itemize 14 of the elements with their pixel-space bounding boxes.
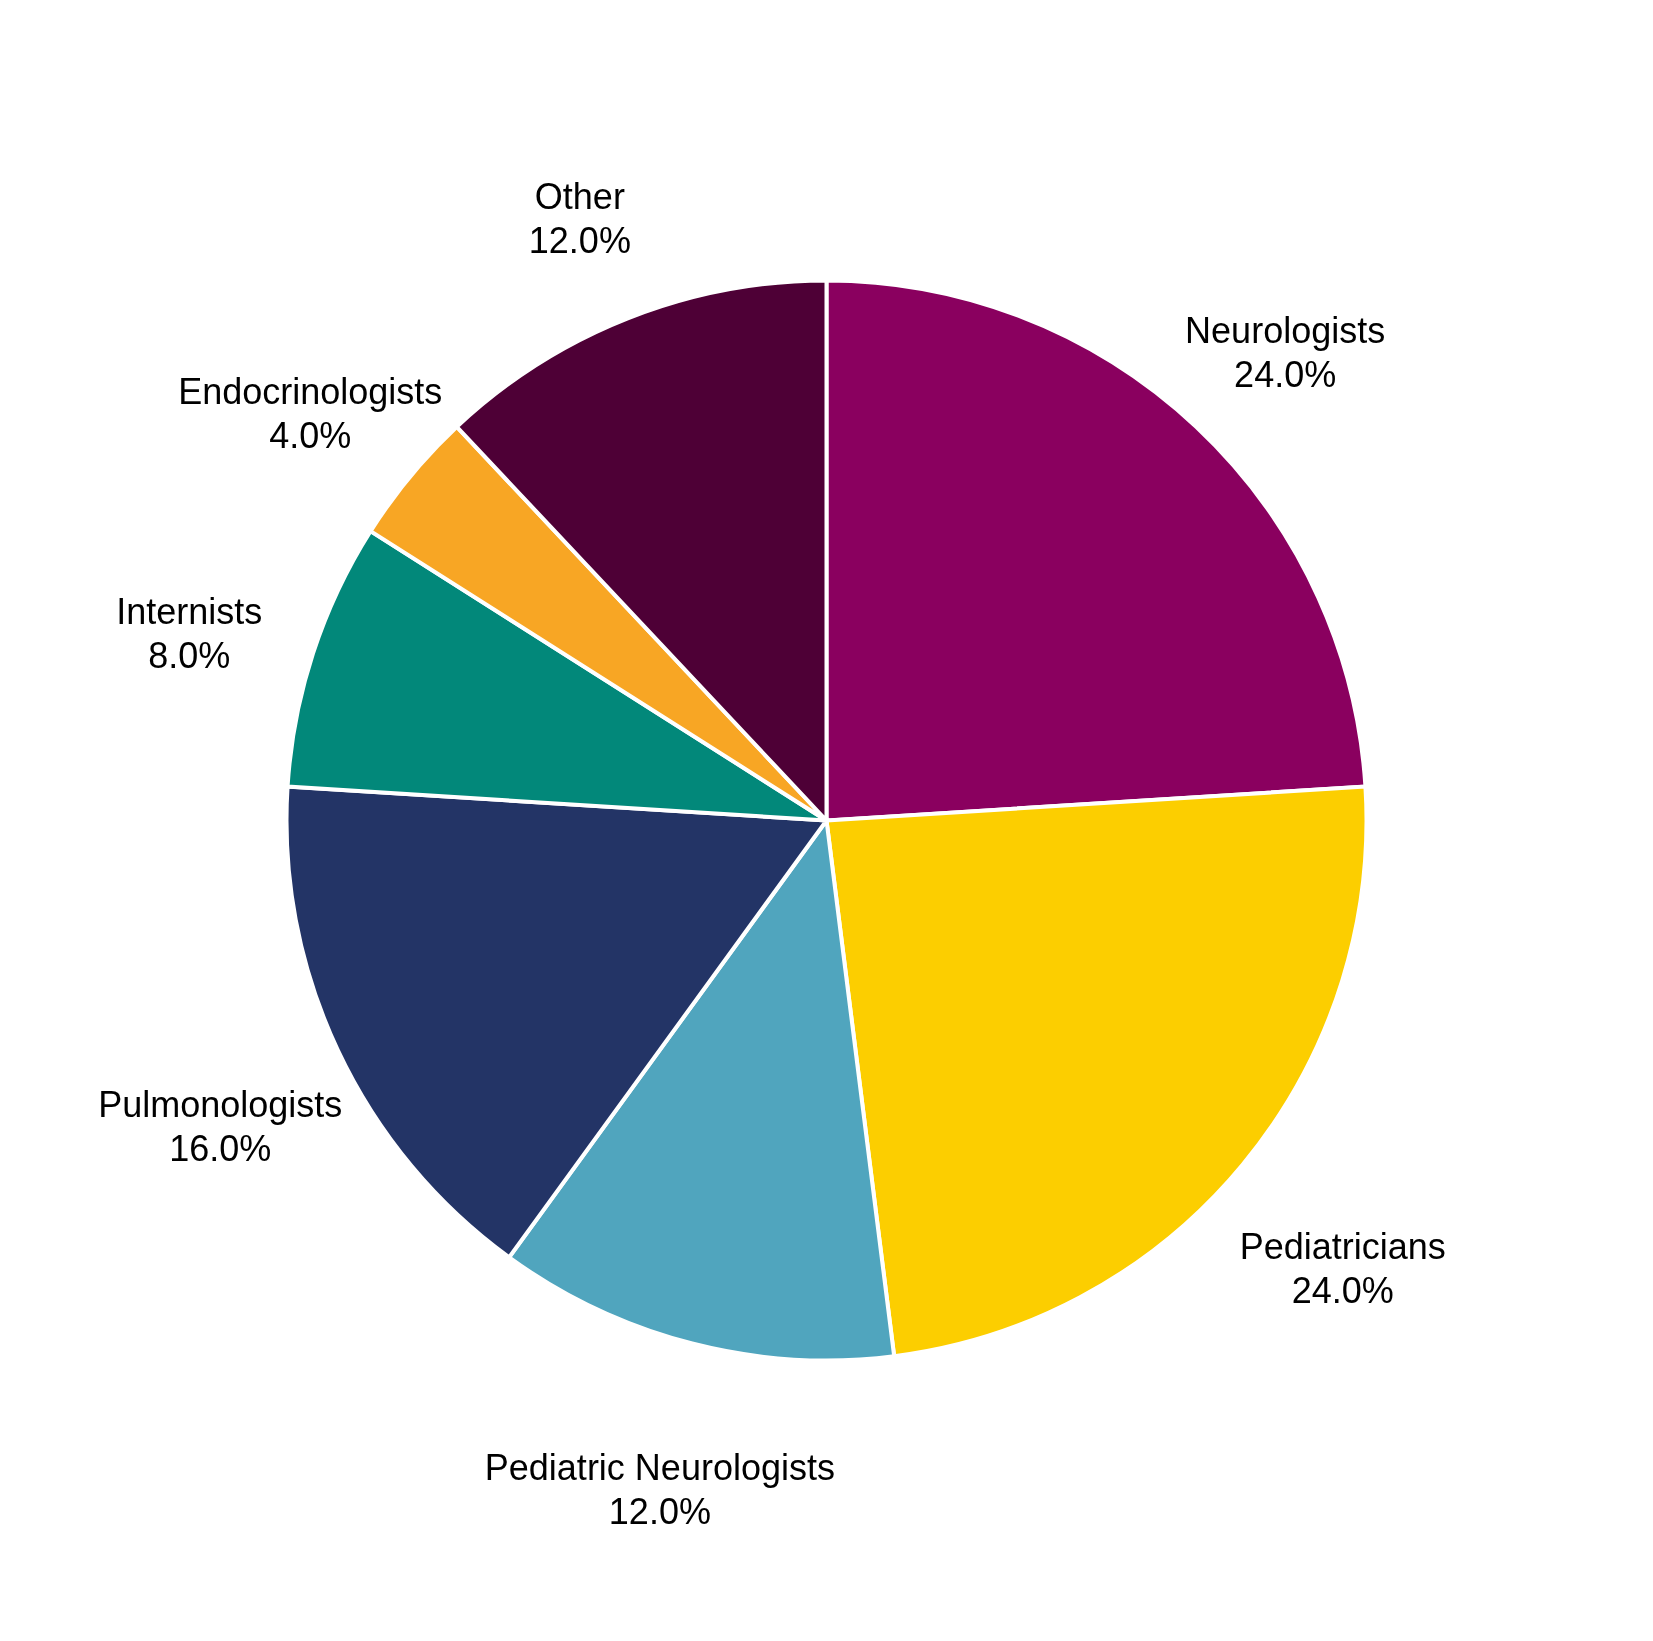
data-label: 12.0% [528, 219, 631, 261]
data-label: 4.0% [269, 415, 352, 457]
slice-label: Other [534, 175, 625, 217]
slice-label: Pediatricians [1239, 1225, 1446, 1267]
slice-label: Neurologists [1185, 310, 1386, 352]
slice-label: Internists [116, 591, 263, 633]
slice-label: Endocrinologists [178, 371, 443, 413]
data-label: 12.0% [608, 1491, 711, 1533]
data-label: 24.0% [1234, 354, 1337, 396]
data-label: 16.0% [169, 1127, 272, 1169]
slice-label: Pediatric Neurologists [484, 1447, 835, 1489]
data-label: 24.0% [1291, 1269, 1394, 1311]
slice-label: Pulmonologists [98, 1083, 343, 1125]
data-label: 8.0% [148, 635, 231, 677]
